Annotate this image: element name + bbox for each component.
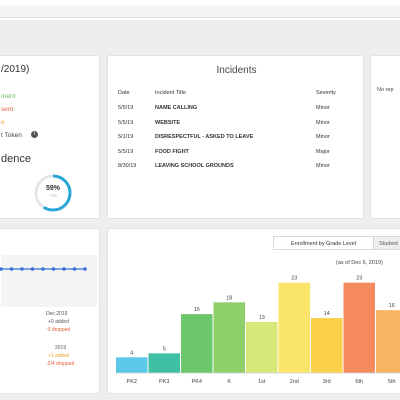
incident-title[interactable]: WEBSITE [155, 119, 181, 126]
bar-value-label: 4 [130, 350, 133, 356]
trend-dropped-1: -0 dropped [46, 327, 71, 333]
trend-point[interactable] [9, 267, 14, 271]
bar-value-label: 23 [291, 276, 297, 282]
incidents-card: Incidents Date Incident Title Severity 5… [107, 55, 364, 219]
trend-month-2: 2019 [55, 345, 67, 351]
top-search-bar [0, 0, 400, 20]
attendance-title: /2019) [1, 64, 30, 75]
x-tick-label: 6th [355, 379, 363, 385]
x-tick-label: 5th [388, 379, 396, 385]
stat-absent: sent [1, 106, 14, 113]
incident-title[interactable]: DISRESPECTFUL - ASKED TO LEAVE [155, 134, 254, 140]
ring-progress [34, 174, 72, 212]
enrollment-trend-card: Dec 2019 +0 added -0 dropped 2019 +1 add… [0, 228, 100, 394]
x-tick-label: PK3 [159, 379, 169, 385]
bar-2nd[interactable] [278, 282, 311, 373]
col-severity-header: Severity [316, 90, 336, 96]
enrollment-bar-chart: 4 PK2 5 PK3 15 PK4 18 K 13 1st 23 2nd 14 3rd 23 6th 16 5t… [116, 276, 400, 385]
attendance-ring: 59% YTD [33, 173, 73, 213]
bar-pk4[interactable] [181, 314, 213, 373]
bar-1st[interactable] [246, 321, 278, 373]
bar-value-label: 23 [356, 276, 362, 282]
trend-line-chart [0, 255, 97, 307]
trend-point[interactable] [20, 267, 24, 271]
trend-point[interactable] [51, 267, 56, 271]
bar-value-label: 5 [163, 346, 166, 352]
x-tick-label: 2nd [290, 379, 299, 385]
col-date-header: Date [118, 90, 130, 96]
trend-point[interactable] [41, 267, 45, 271]
trend-point[interactable] [30, 267, 35, 271]
bar-value-label: 13 [259, 315, 265, 321]
trend-point[interactable] [72, 267, 77, 271]
bar-value-label: 14 [324, 311, 330, 317]
enrollment-card: Enrollment by Grade Level Student (as of… [107, 228, 400, 394]
incident-severity: Major [316, 148, 330, 155]
x-tick-label: PK2 [127, 379, 137, 385]
incident-title[interactable]: NAME CALLING [155, 105, 198, 111]
trend-added-2: +1 added [48, 353, 69, 359]
reports-card: No rep [370, 55, 400, 219]
ring-percent: 59% [45, 185, 60, 192]
tab-student[interactable]: Student [373, 236, 400, 250]
incident-date: 8/30/19 [118, 163, 137, 169]
trend-dropped-2: -2/4 dropped [46, 361, 75, 367]
bar-k[interactable] [213, 302, 246, 373]
as-of-date: (as of Dec 6, 2019) [336, 260, 383, 266]
x-tick-label: 1st [258, 379, 266, 385]
bar-4th[interactable] [343, 282, 376, 373]
search-field[interactable] [0, 5, 400, 18]
incident-date: 5/5/19 [118, 148, 134, 155]
bar-value-label: 16 [389, 303, 395, 309]
stat-late: e [1, 119, 5, 126]
incident-title[interactable]: LEAVING SCHOOL GROUNDS [155, 163, 234, 169]
bar-5th[interactable] [376, 310, 400, 373]
stat-token: t Token [1, 132, 22, 139]
incident-severity: Minor [316, 163, 330, 169]
info-icon[interactable]: i [31, 131, 38, 138]
attendance-card: /2019) ment sent e t Token i dence 59% Y… [0, 55, 100, 219]
trend-added-1: +0 added [48, 319, 69, 325]
x-tick-label: K [227, 379, 231, 385]
incident-severity: Minor [316, 105, 330, 111]
bar-pk3[interactable] [148, 353, 181, 373]
incident-title[interactable]: FOOD FIGHT [155, 148, 189, 155]
no-reports-text: No rep [377, 87, 394, 93]
bar-value-label: 18 [226, 295, 232, 301]
incident-severity: Minor [316, 134, 330, 140]
trend-line [0, 267, 87, 271]
attendance-subtitle: dence [1, 153, 31, 165]
trend-point[interactable] [83, 267, 87, 271]
stat-present: ment [1, 93, 16, 100]
trend-plot-area [1, 255, 97, 307]
bar-3rd[interactable] [311, 318, 343, 373]
ring-graphic [34, 174, 72, 212]
bar-value-label: 15 [194, 307, 200, 313]
ring-sublabel: YTD [49, 194, 57, 198]
col-title-header: Incident Title [155, 90, 186, 96]
incident-date: 5/5/19 [118, 105, 134, 111]
trend-point[interactable] [62, 267, 66, 271]
x-tick-label: PK4 [192, 379, 202, 385]
incident-severity: Minor [316, 119, 330, 126]
bar-pk2[interactable] [116, 357, 148, 373]
incident-date: 5/5/19 [118, 119, 134, 126]
trend-point[interactable] [0, 267, 3, 271]
incidents-title: Incidents [216, 65, 257, 76]
x-tick-label: 3rd [323, 379, 331, 385]
incident-date: 5/1/19 [118, 134, 134, 140]
trend-month-1: Dec 2019 [46, 311, 68, 317]
